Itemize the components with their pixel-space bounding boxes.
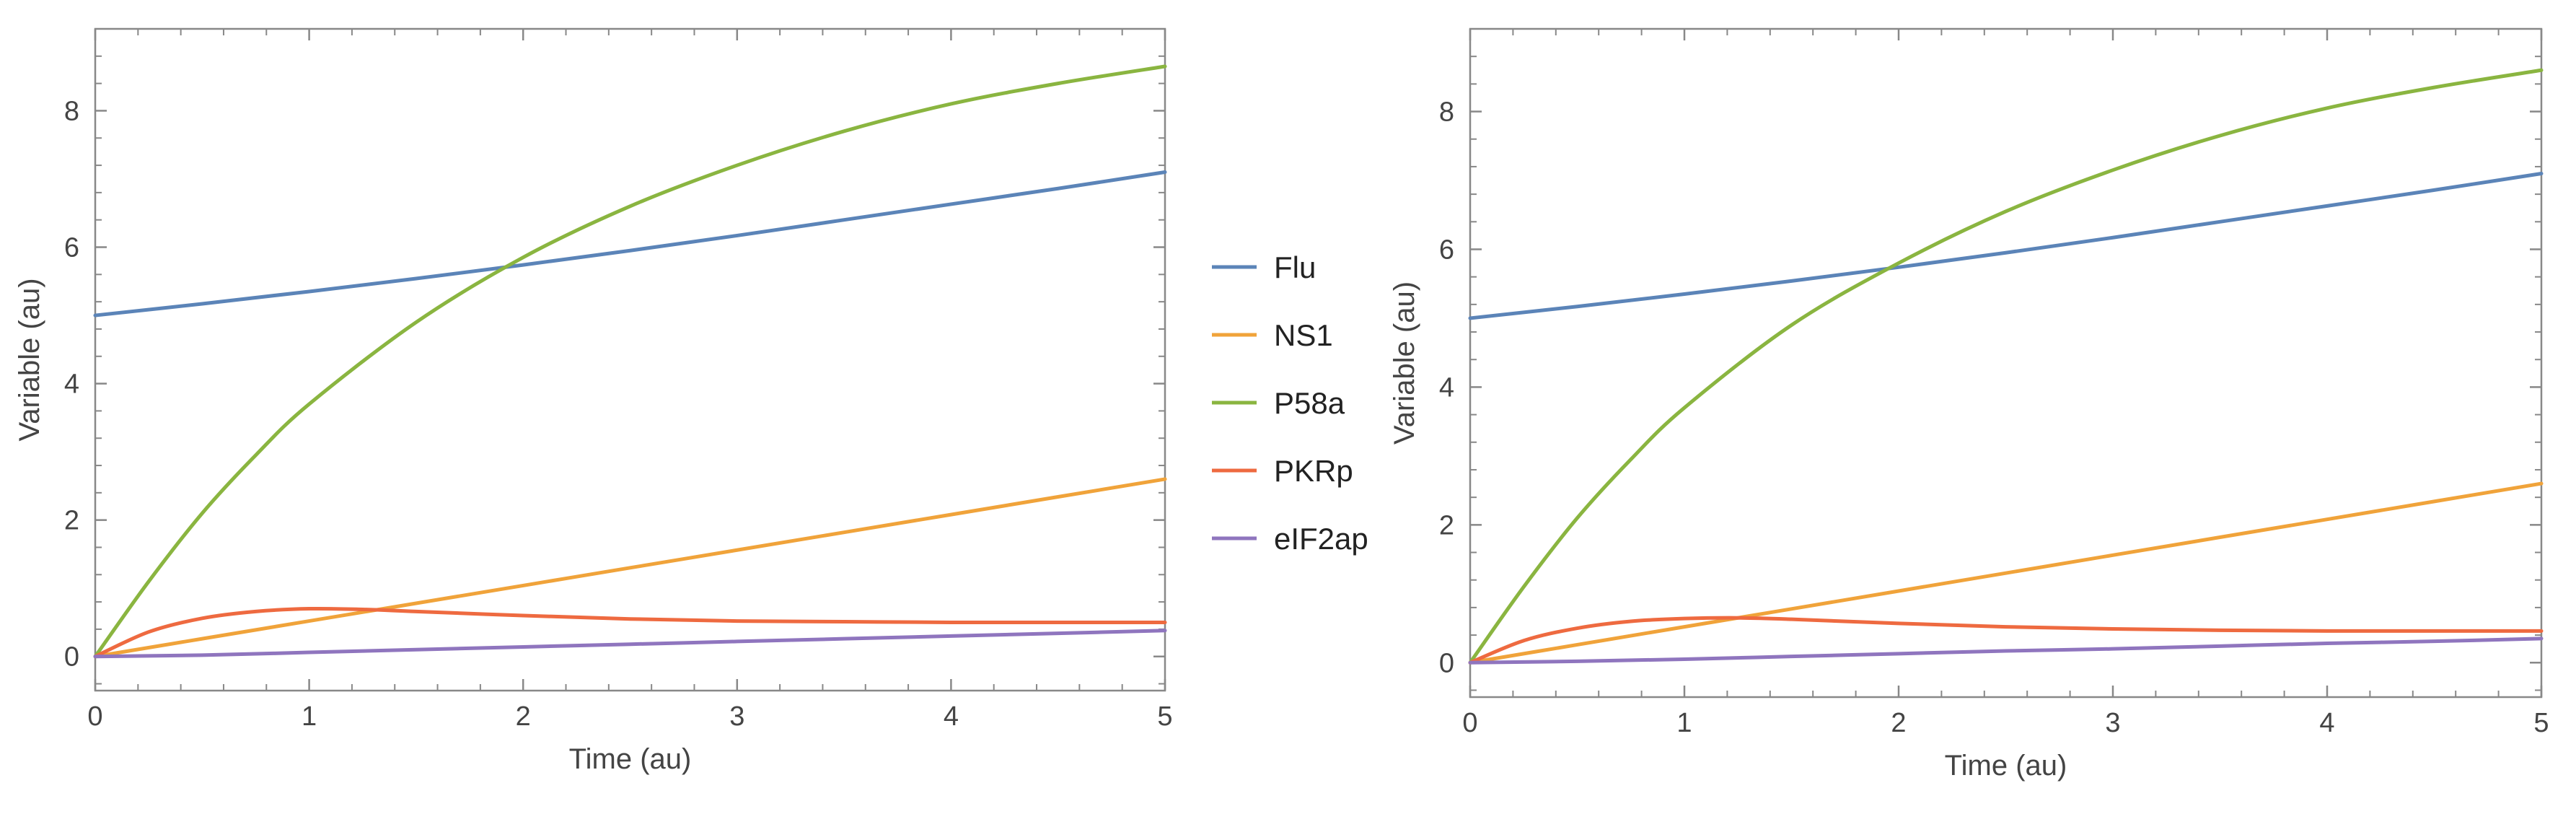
left-chart-x-tick-label: 4 xyxy=(944,701,959,732)
right-chart-series-line-pkrp xyxy=(1468,616,2544,665)
left-chart-x-tick-label: 3 xyxy=(729,701,744,732)
left-chart-y-tick-label: 0 xyxy=(64,642,79,673)
left-chart-series-line-eif2ap xyxy=(93,629,1167,659)
left-chart-x-tick-label: 2 xyxy=(516,701,531,732)
left-chart-series-line-pkrp xyxy=(93,606,1167,659)
right-chart-y-tick-label: 4 xyxy=(1439,372,1454,403)
right-chart-x-tick-label: 5 xyxy=(2533,708,2549,738)
left-chart-series-line-flu xyxy=(93,170,1167,318)
right-chart-series-line-flu xyxy=(1468,171,2544,320)
right-chart-x-tick-label: 4 xyxy=(2319,708,2334,738)
left-chart-y-axis-title-group: Variable (au) xyxy=(14,278,45,441)
right-chart-x-tick-label: 1 xyxy=(1676,708,1692,738)
legend-label-p58a: P58a xyxy=(1274,386,1345,420)
right-chart: Variable (au) Time (au) 0 1 2 3 4 5 0 2 4 6 8 xyxy=(1389,27,2549,782)
right-chart-y-tick-label: 8 xyxy=(1439,97,1454,128)
left-chart-plot-frame xyxy=(94,27,1166,692)
legend-label-eif2ap: eIF2ap xyxy=(1274,522,1368,556)
left-chart-x-tick-label: 0 xyxy=(87,701,102,732)
right-chart-x-tick-label: 2 xyxy=(1891,708,1906,738)
right-chart-x-tick-label: 0 xyxy=(1462,708,1477,738)
left-chart-y-tick-label: 8 xyxy=(64,96,79,126)
right-chart-x-tick-label: 3 xyxy=(2105,708,2120,738)
right-chart-series-line-ns1 xyxy=(1468,481,2544,665)
right-chart-plot-frame xyxy=(1469,27,2543,699)
left-chart-series-line-p58a xyxy=(93,64,1167,659)
left-chart-x-axis-title: Time (au) xyxy=(569,743,692,775)
right-chart-y-tick-label: 6 xyxy=(1439,235,1454,265)
left-chart-x-tick-label: 5 xyxy=(1157,701,1172,732)
legend: Flu NS1 P58a PKRp eIF2ap xyxy=(1212,250,1368,556)
left-chart-y-tick-label: 6 xyxy=(64,233,79,263)
right-chart-y-tick-label: 0 xyxy=(1439,648,1454,678)
legend-label-ns1: NS1 xyxy=(1274,318,1333,352)
left-chart-y-tick-label: 4 xyxy=(64,369,79,400)
legend-label-flu: Flu xyxy=(1274,250,1316,284)
right-chart-y-axis-title: Variable (au) xyxy=(1389,281,1420,445)
right-chart-series-line-p58a xyxy=(1468,68,2544,665)
right-chart-y-axis-title-group: Variable (au) xyxy=(1389,281,1420,445)
left-chart-y-tick-label: 2 xyxy=(64,506,79,536)
right-chart-y-tick-label: 2 xyxy=(1439,510,1454,541)
left-chart-x-tick-label: 1 xyxy=(302,701,317,732)
right-chart-x-axis-title: Time (au) xyxy=(1945,750,2067,782)
right-chart-series-line-eif2ap xyxy=(1468,636,2544,665)
left-chart-series-line-ns1 xyxy=(93,477,1167,659)
left-chart-y-axis-title: Variable (au) xyxy=(14,278,45,441)
left-chart: Variable (au) Time (au) 0 1 2 3 4 5 0 2 4 6 8 xyxy=(14,27,1173,775)
legend-label-pkrp: PKRp xyxy=(1274,454,1353,488)
